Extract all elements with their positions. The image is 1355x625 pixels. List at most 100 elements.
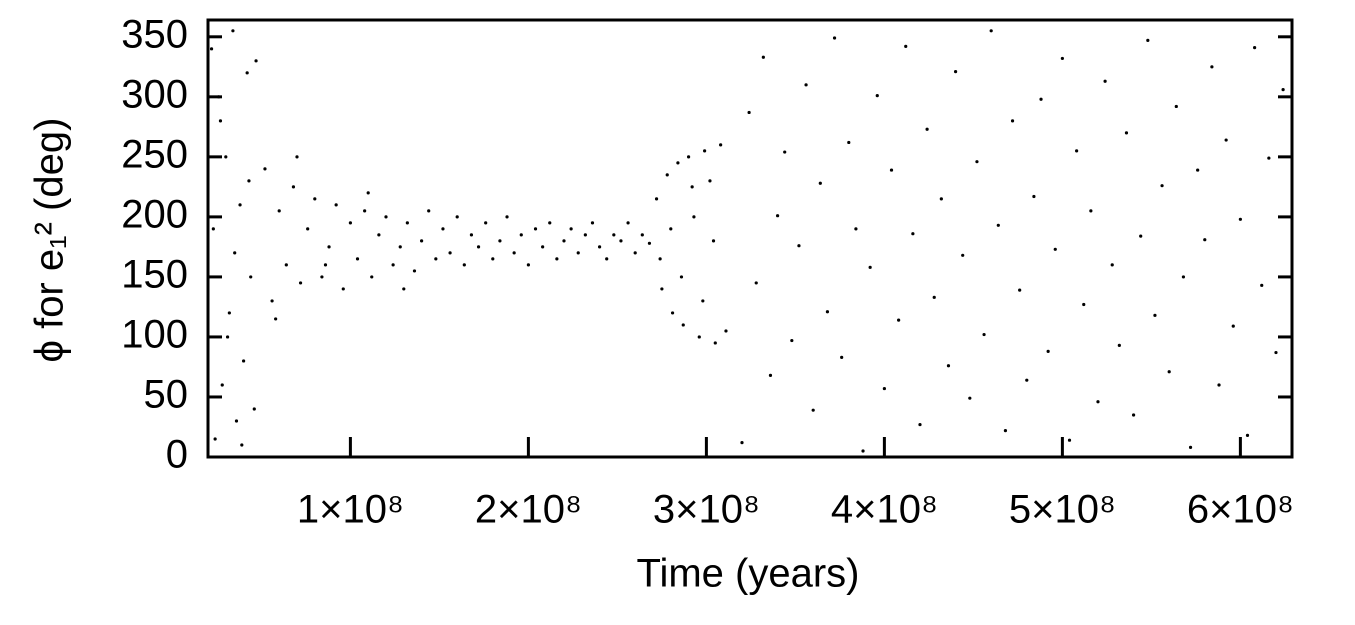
point (313, 197, 317, 201)
point (469, 233, 474, 237)
point (975, 160, 979, 164)
point (1203, 238, 1207, 242)
point (626, 221, 630, 225)
x-tick-label: 6×10⁸ (1187, 488, 1294, 532)
point (583, 233, 587, 237)
point (597, 245, 602, 249)
point (391, 263, 395, 267)
point (686, 155, 691, 159)
point (1253, 46, 1257, 50)
point (790, 338, 794, 343)
point (918, 422, 922, 427)
point (868, 265, 872, 269)
point (1196, 168, 1200, 172)
point (953, 70, 958, 74)
point (209, 47, 214, 51)
point (562, 239, 566, 243)
point (533, 227, 538, 231)
point (402, 287, 406, 291)
point (708, 179, 712, 183)
point (1075, 149, 1079, 153)
point (274, 317, 278, 321)
point (548, 221, 552, 225)
point (1046, 349, 1050, 353)
point (701, 299, 705, 303)
point (225, 335, 230, 339)
point (1025, 378, 1029, 382)
point (647, 241, 652, 245)
point (982, 332, 986, 337)
x-tick-label: 3×10⁸ (653, 488, 760, 532)
point (961, 253, 965, 257)
point (220, 383, 224, 387)
point (1174, 104, 1178, 109)
point (377, 233, 381, 237)
point (370, 275, 374, 279)
point (341, 287, 345, 291)
y-tick-label: 0 (166, 433, 188, 477)
point (904, 44, 908, 49)
point (761, 55, 765, 59)
y-tick-label: 350 (121, 12, 188, 56)
point (692, 215, 696, 219)
point (249, 275, 253, 279)
point (217, 95, 221, 99)
point (1238, 217, 1242, 221)
point (1032, 194, 1036, 199)
point (1167, 370, 1171, 374)
y-tick-label: 200 (121, 192, 188, 236)
point (519, 233, 523, 237)
point (498, 239, 502, 243)
point (298, 281, 303, 285)
point (1281, 88, 1285, 92)
point (491, 257, 495, 261)
point (989, 29, 993, 33)
point (224, 155, 228, 159)
x-tick-label: 2×10⁸ (475, 488, 582, 532)
point (724, 329, 728, 333)
point (405, 221, 409, 225)
point (1053, 247, 1057, 251)
point (654, 197, 659, 201)
point (576, 251, 580, 255)
point (679, 275, 684, 279)
x-tick-label: 4×10⁸ (831, 488, 938, 532)
point (670, 311, 675, 315)
point (327, 245, 331, 249)
point (1089, 209, 1093, 213)
point (1210, 65, 1214, 69)
point (233, 251, 237, 255)
point (1117, 343, 1121, 347)
point (484, 221, 488, 225)
point (238, 203, 242, 207)
point (363, 209, 367, 213)
point (619, 239, 623, 243)
point (1110, 263, 1114, 267)
point (660, 287, 664, 291)
point (245, 71, 249, 75)
point (797, 244, 801, 248)
point (1160, 184, 1164, 188)
point (690, 185, 694, 189)
point (234, 419, 239, 423)
point (605, 257, 609, 261)
point (669, 227, 673, 231)
point (295, 155, 299, 159)
point (462, 263, 466, 267)
point (1181, 275, 1186, 279)
point (665, 173, 669, 177)
point (427, 209, 431, 213)
point (1139, 234, 1143, 238)
point (434, 257, 438, 261)
point (1096, 400, 1100, 404)
x-tick-label: 5×10⁸ (1009, 488, 1116, 532)
point (1245, 433, 1250, 437)
point (263, 167, 267, 171)
point (713, 341, 717, 345)
point (932, 295, 936, 299)
point (1018, 288, 1022, 292)
point (526, 263, 530, 267)
point (505, 215, 509, 219)
point (783, 150, 787, 154)
